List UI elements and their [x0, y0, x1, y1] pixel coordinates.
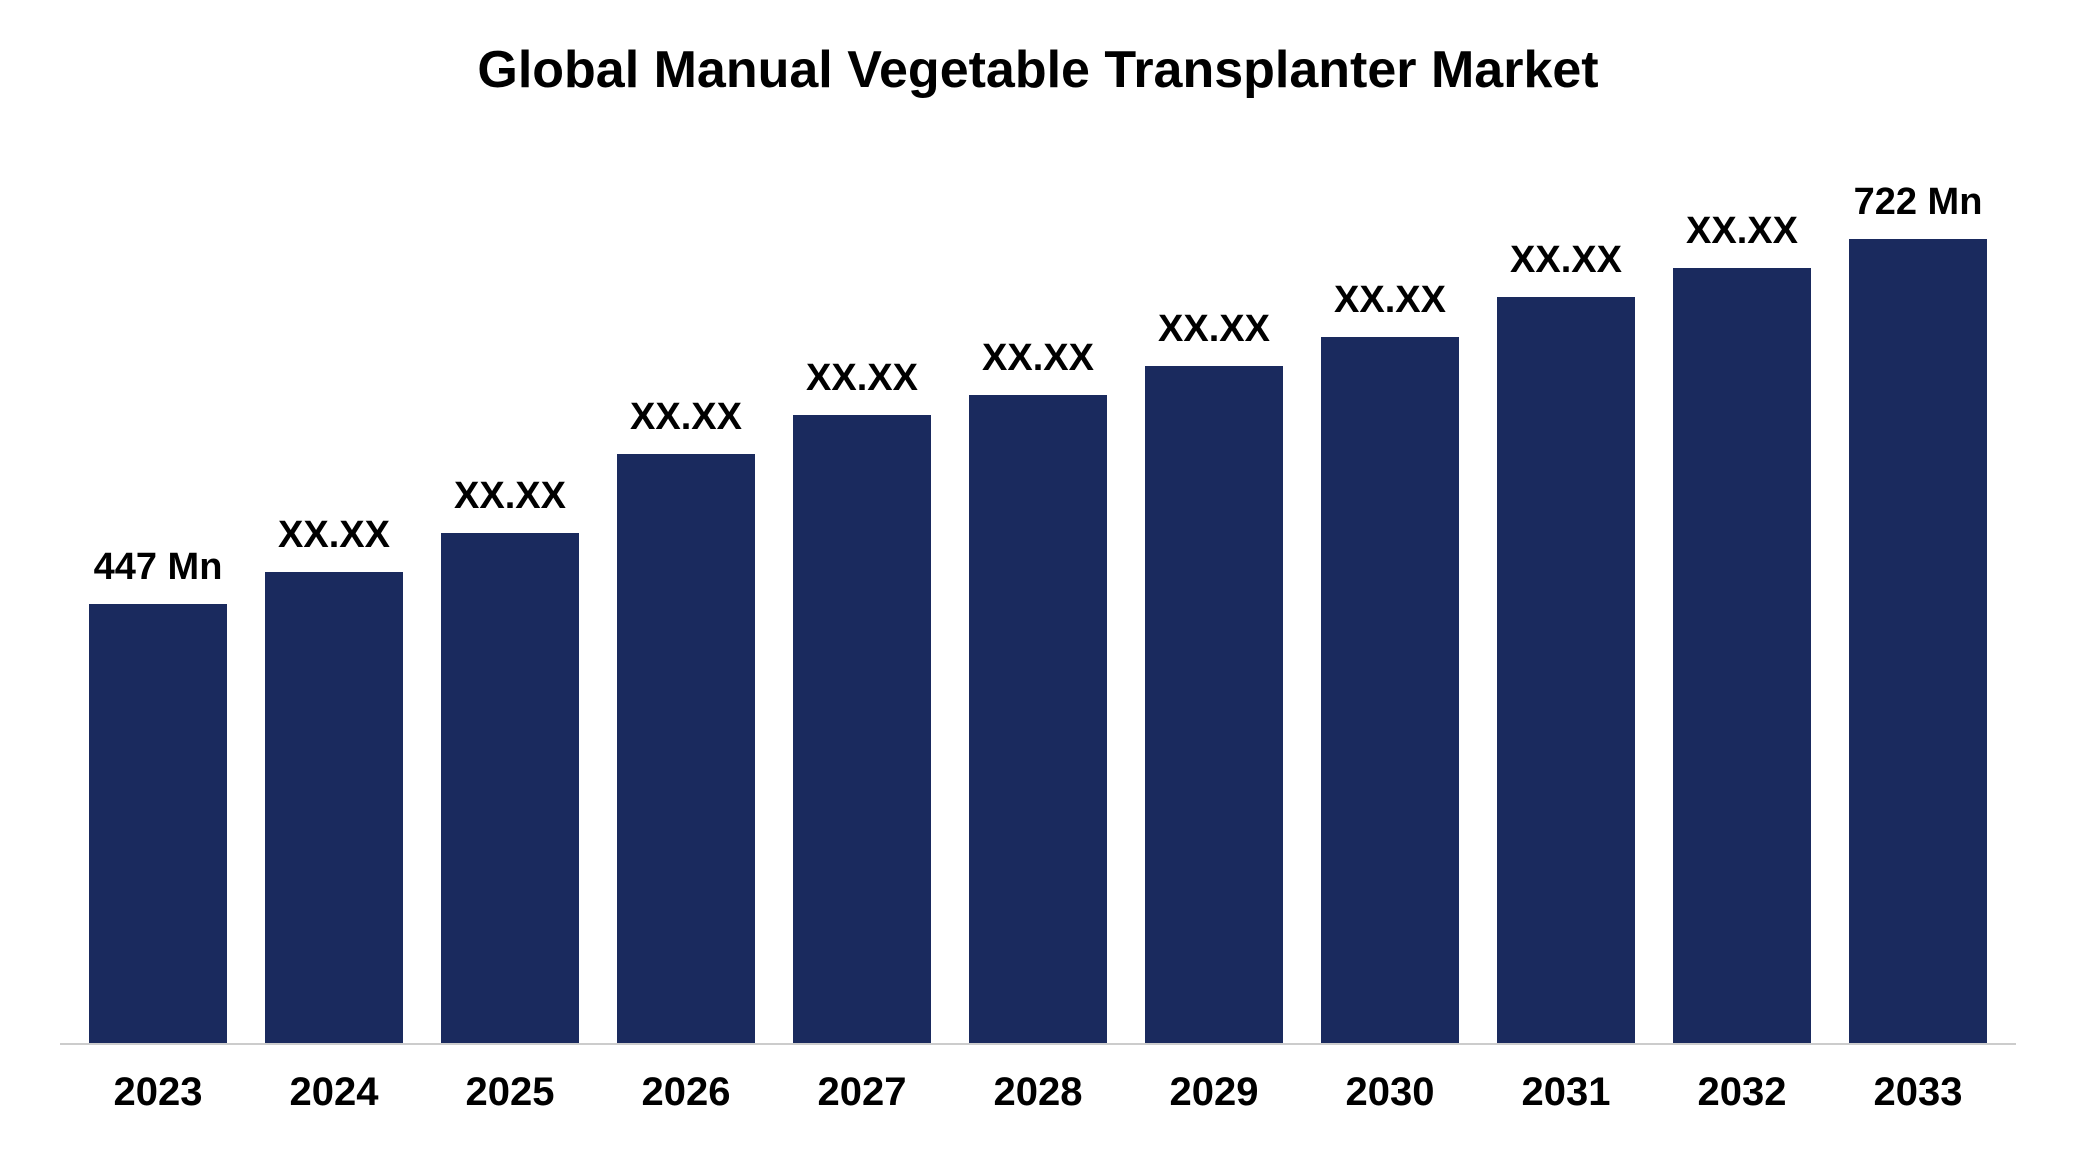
- x-axis-label: 2029: [1126, 1070, 1302, 1115]
- bar-group: XX.XX: [246, 160, 422, 1043]
- bar: [265, 572, 402, 1043]
- bar: [1145, 366, 1282, 1043]
- bar-data-label: XX.XX: [1686, 210, 1798, 253]
- bar-data-label: XX.XX: [454, 475, 566, 518]
- bar: [1497, 297, 1634, 1043]
- x-axis-label: 2032: [1654, 1070, 1830, 1115]
- bar-data-label: 722 Mn: [1854, 181, 1983, 224]
- bar-group: 722 Mn: [1830, 160, 2006, 1043]
- bar: [1849, 239, 1986, 1044]
- bar: [969, 395, 1106, 1043]
- x-axis-label: 2030: [1302, 1070, 1478, 1115]
- x-axis-labels: 2023202420252026202720282029203020312032…: [60, 1045, 2016, 1115]
- bar-group: XX.XX: [422, 160, 598, 1043]
- x-axis-label: 2026: [598, 1070, 774, 1115]
- bar-data-label: XX.XX: [278, 514, 390, 557]
- bar: [1321, 337, 1458, 1043]
- bar-data-label: XX.XX: [806, 357, 918, 400]
- x-axis-label: 2023: [70, 1070, 246, 1115]
- x-axis-label: 2028: [950, 1070, 1126, 1115]
- bar-group: XX.XX: [950, 160, 1126, 1043]
- bar-data-label: XX.XX: [982, 337, 1094, 380]
- x-axis-label: 2031: [1478, 1070, 1654, 1115]
- bar-data-label: 447 Mn: [94, 546, 223, 589]
- chart-area: 447 Mn XX.XX XX.XX XX.XX XX.XX XX.XX XX.XX XX.X…: [60, 160, 2016, 1115]
- bar-group: XX.XX: [1654, 160, 1830, 1043]
- bar-group: XX.XX: [1478, 160, 1654, 1043]
- bar-group: XX.XX: [598, 160, 774, 1043]
- bar-group: 447 Mn: [70, 160, 246, 1043]
- bar-group: XX.XX: [1302, 160, 1478, 1043]
- bar: [441, 533, 578, 1043]
- bar-data-label: XX.XX: [1334, 279, 1446, 322]
- bar: [793, 415, 930, 1043]
- bar: [1673, 268, 1810, 1043]
- bar: [89, 604, 226, 1043]
- chart-title: Global Manual Vegetable Transplanter Mar…: [60, 40, 2016, 100]
- bar-data-label: XX.XX: [630, 396, 742, 439]
- bar-group: XX.XX: [1126, 160, 1302, 1043]
- bars-wrapper: 447 Mn XX.XX XX.XX XX.XX XX.XX XX.XX XX.XX XX.X…: [60, 160, 2016, 1045]
- bar-data-label: XX.XX: [1158, 308, 1270, 351]
- bar: [617, 454, 754, 1043]
- bar-data-label: XX.XX: [1510, 239, 1622, 282]
- x-axis-label: 2033: [1830, 1070, 2006, 1115]
- x-axis-label: 2024: [246, 1070, 422, 1115]
- chart-container: Global Manual Vegetable Transplanter Mar…: [60, 40, 2016, 1115]
- x-axis-label: 2025: [422, 1070, 598, 1115]
- bar-group: XX.XX: [774, 160, 950, 1043]
- x-axis-label: 2027: [774, 1070, 950, 1115]
